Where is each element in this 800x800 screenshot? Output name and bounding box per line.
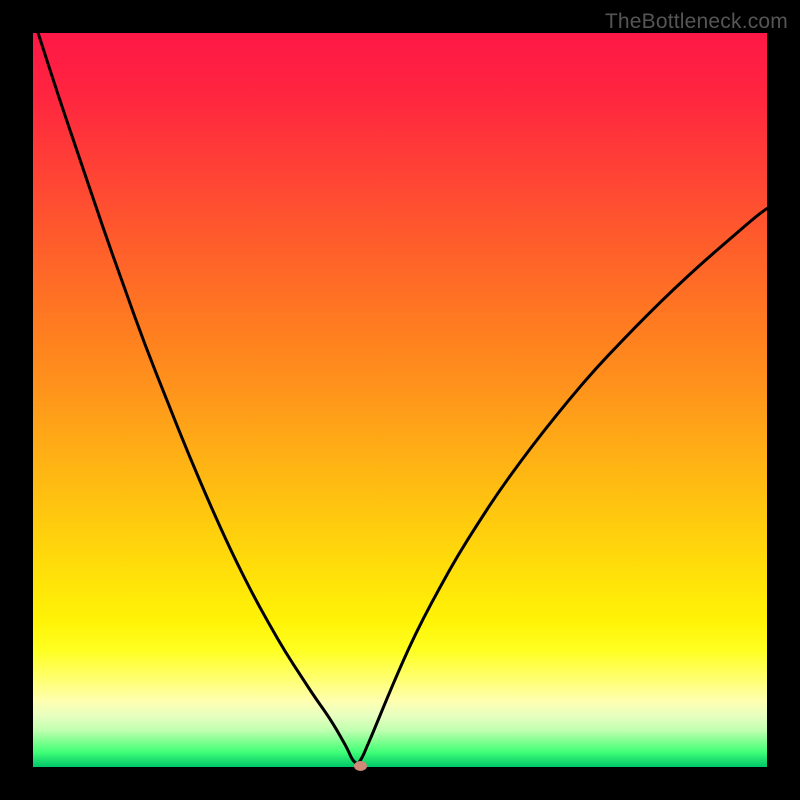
watermark-text: TheBottleneck.com [605,10,788,34]
optimum-marker [354,761,367,771]
gradient-plot-background [33,33,767,767]
